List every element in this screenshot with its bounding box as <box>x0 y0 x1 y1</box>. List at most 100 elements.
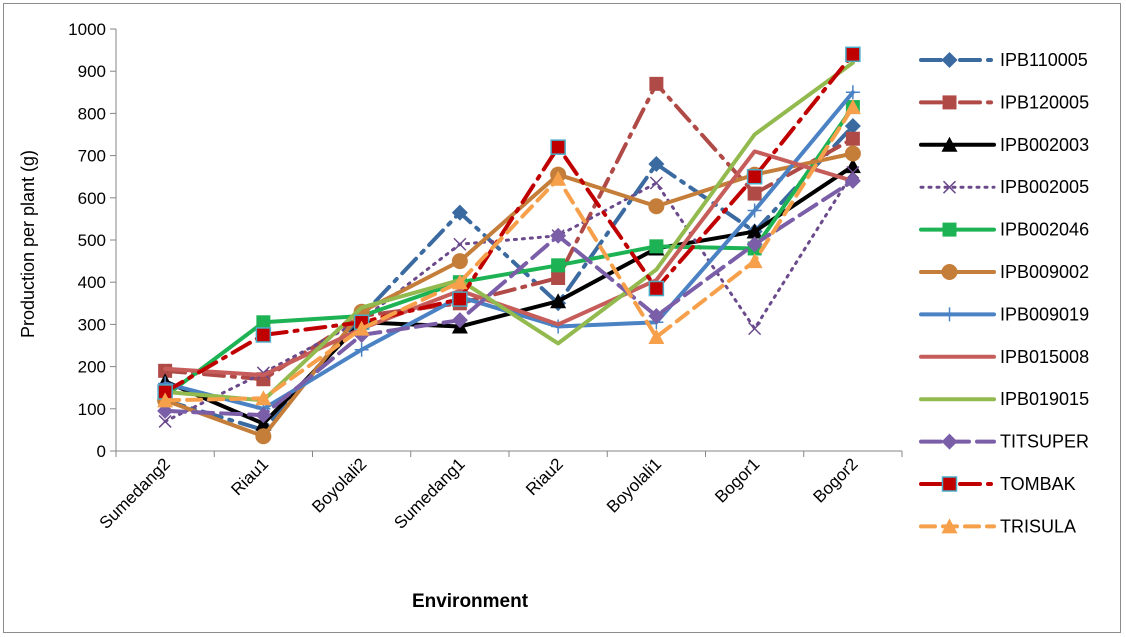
marker-plus <box>551 319 566 334</box>
x-tick-label: Riau2 <box>522 454 567 499</box>
marker-diamond <box>550 227 567 244</box>
y-tick-label: 300 <box>78 315 106 334</box>
legend-entry: IPB120005 <box>919 92 1089 112</box>
series-line <box>163 105 855 399</box>
marker-diamond <box>451 204 468 221</box>
x-tick-label: Sumedang1 <box>390 454 468 532</box>
legend: IPB110005 IPB120005 IPB002003 IPB002005 IPB0… <box>919 50 1089 536</box>
chart-frame: 0 100 200 300 400 500 600 700 800 900 1000 Sumedang… <box>3 3 1121 633</box>
marker-diamond <box>648 307 665 324</box>
marker-square <box>256 315 271 330</box>
legend-label: TOMBAK <box>1000 474 1076 494</box>
marker-triangle <box>941 136 958 152</box>
marker-circle <box>255 428 272 445</box>
y-axis-label: Production per plant (g) <box>18 150 38 338</box>
legend-label: IPB110005 <box>1000 50 1088 70</box>
marker-circle <box>451 253 468 270</box>
marker-triangle <box>550 293 567 309</box>
marker-square <box>255 327 272 343</box>
legend-label: IPB002046 <box>1000 220 1089 240</box>
legend-label: IPB009019 <box>1000 304 1089 324</box>
series-ipb110005 <box>157 118 861 438</box>
x-tick-label: Sumedang2 <box>96 454 174 532</box>
marker-diamond <box>648 156 665 173</box>
legend-label: IPB009002 <box>1000 262 1089 282</box>
marker-square <box>845 46 861 63</box>
marker-x <box>158 414 172 428</box>
series-line <box>163 178 855 418</box>
y-tick-label: 900 <box>78 62 106 81</box>
y-tick-label: 1000 <box>68 20 106 39</box>
x-tick-label: Riau1 <box>227 454 272 499</box>
marker-square <box>649 239 664 254</box>
x-tick-label: Boyolali1 <box>603 454 665 516</box>
marker-square <box>942 222 957 237</box>
y-tick-label: 700 <box>78 147 106 166</box>
legend-entry: TRISULA <box>919 516 1076 536</box>
legend-label: TITSUPER <box>1000 432 1089 452</box>
marker-triangle <box>746 223 763 239</box>
legend-entry: IPB110005 <box>919 50 1088 70</box>
legend-entry: IPB002005 <box>919 177 1089 197</box>
marker-square <box>747 186 762 201</box>
legend-entry: IPB015008 <box>919 347 1089 367</box>
y-tick-label: 400 <box>78 273 106 292</box>
marker-x <box>846 165 860 180</box>
y-tick-label: 200 <box>78 358 106 377</box>
marker-triangle <box>255 390 272 406</box>
x-tick-label: Bogor2 <box>809 454 861 506</box>
marker-triangle <box>550 170 567 186</box>
marker-square <box>648 280 665 297</box>
marker-triangle <box>941 518 958 534</box>
series-layer <box>157 46 861 445</box>
legend-entry: TITSUPER <box>919 432 1089 452</box>
legend-label: IPB002005 <box>1000 177 1089 197</box>
y-tick-label: 800 <box>78 104 106 123</box>
legend-entry: TOMBAK <box>919 474 1076 494</box>
line-chart: 0 100 200 300 400 500 600 700 800 900 1000 Sumedang… <box>18 20 1089 612</box>
marker-plus <box>354 342 369 357</box>
marker-circle <box>941 264 958 280</box>
y-tick-label: 100 <box>78 400 106 419</box>
marker-diamond <box>844 118 861 135</box>
series-trisula <box>157 99 861 408</box>
marker-x <box>748 322 762 336</box>
marker-square <box>550 139 566 155</box>
marker-diamond <box>451 312 468 329</box>
marker-square <box>452 291 468 307</box>
legend-entry: IPB002046 <box>919 220 1089 240</box>
legend-label: TRISULA <box>1000 516 1076 536</box>
marker-x <box>649 176 663 190</box>
series-ipb015008 <box>163 149 855 378</box>
marker-square <box>746 168 763 185</box>
marker-circle <box>648 198 665 215</box>
marker-triangle <box>157 392 174 408</box>
marker-plus <box>747 203 762 218</box>
series-line <box>163 124 855 432</box>
marker-diamond <box>941 433 958 450</box>
legend-entry: IPB019015 <box>919 389 1089 409</box>
marker-x <box>453 237 467 251</box>
marker-plus <box>942 307 957 322</box>
x-tick-label: Boyolali2 <box>308 454 370 516</box>
marker-square <box>551 270 566 285</box>
marker-square <box>649 76 664 91</box>
marker-square <box>845 131 860 146</box>
marker-triangle <box>451 274 468 290</box>
series-line <box>163 170 855 423</box>
series-line <box>163 105 855 403</box>
series-tombak <box>157 46 861 400</box>
legend-entry: IPB002003 <box>919 135 1089 155</box>
series-line <box>163 52 855 394</box>
marker-diamond <box>941 52 958 68</box>
legend-entry: IPB009002 <box>919 262 1089 282</box>
legend-label: IPB015008 <box>1000 347 1089 367</box>
legend-label: IPB002003 <box>1000 135 1089 155</box>
marker-triangle <box>746 253 763 269</box>
x-axis-label: Environment <box>412 591 529 612</box>
marker-square <box>551 258 566 273</box>
x-tick-label: Bogor1 <box>711 454 763 506</box>
legend-label: IPB019015 <box>1000 389 1089 409</box>
y-tick-label: 0 <box>97 442 106 461</box>
marker-plus <box>845 85 860 100</box>
